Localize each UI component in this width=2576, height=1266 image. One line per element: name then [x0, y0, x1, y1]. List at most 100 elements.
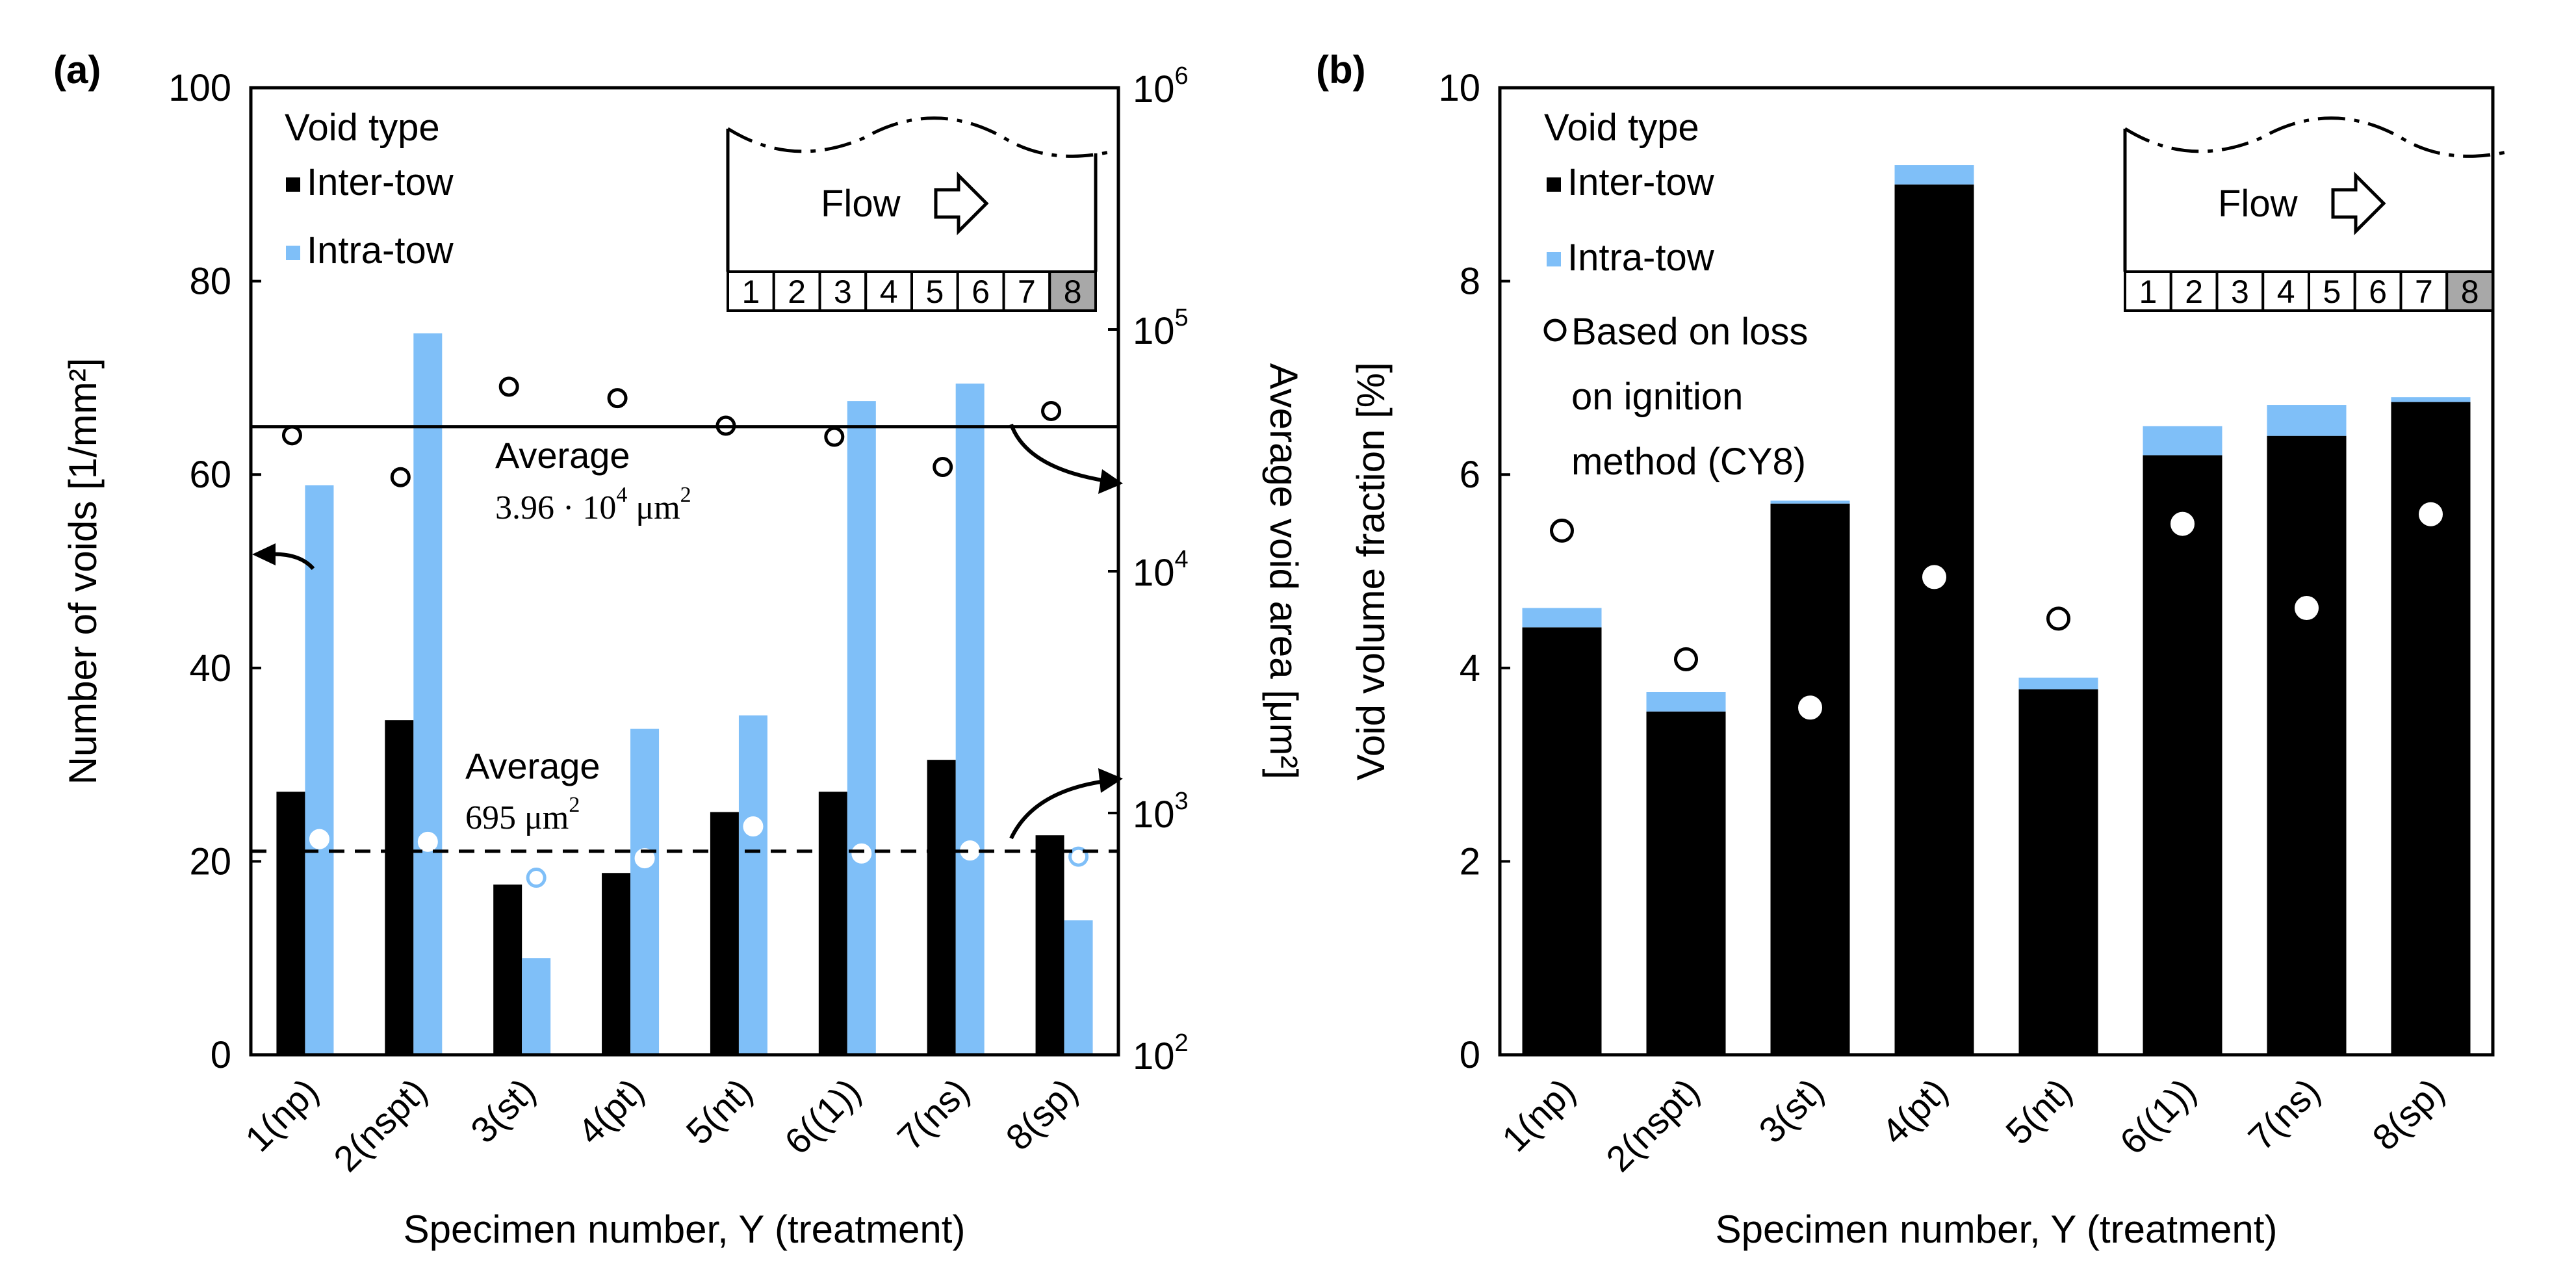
legend-b-loi-line3: method (CY8)	[1571, 441, 1806, 483]
axis-arrow-right-lower	[1009, 768, 1123, 840]
bar-inter-tow	[710, 812, 739, 1055]
x-tick-label: 4(pt)	[1874, 1070, 1955, 1152]
legend-b-label-intra-tow: Intra-tow	[1567, 237, 1715, 279]
x-tick-label: 1(np)	[1494, 1070, 1583, 1159]
x-tick-label: 3(st)	[1751, 1070, 1831, 1151]
y-right-tick-label: 105	[1133, 304, 1189, 352]
y-right-tick-label: 102	[1133, 1029, 1189, 1078]
marker-loss-on-ignition	[1798, 695, 1822, 720]
bar-inter-tow	[385, 720, 414, 1055]
legend-b-loi-line2: on ignition	[1571, 376, 1743, 418]
y-right-tick-label: 106	[1133, 62, 1189, 110]
inset-cell	[772, 270, 821, 312]
average-lower-value: 695 μm2	[465, 793, 580, 836]
marker-loss-on-ignition	[1550, 519, 1574, 543]
panel-a-y-right-label: Average void area [μm²]	[1262, 363, 1306, 779]
panel-a-legend: Void type Inter-tow Intra-tow	[285, 107, 454, 272]
marker-intra-tow-area	[851, 843, 872, 864]
panel-b-x-label: Specimen number, Y (treatment)	[1716, 1208, 2278, 1251]
inset-cell	[1048, 270, 1097, 312]
legend-label-intra-tow: Intra-tow	[307, 229, 454, 272]
flow-arrow-icon	[934, 171, 989, 236]
x-tick-label: 5(nt)	[678, 1070, 760, 1152]
marker-loss-on-ignition	[2295, 596, 2319, 621]
bar-intra-tow	[413, 333, 443, 1055]
x-tick-label: 3(st)	[463, 1070, 543, 1151]
flow-label: Flow	[821, 183, 901, 225]
legend-b-title: Void type	[1544, 107, 1699, 149]
bar-inter-tow	[1522, 627, 1602, 1055]
y-tick-label: 100	[168, 67, 231, 109]
panel-b-x-tick-labels: 1(np) 2(nspt) 3(st) 4(pt) 5(nt) 6((1)) 7(ns) 8(…	[1494, 1070, 2452, 1180]
bar-inter-tow	[2018, 689, 2098, 1055]
inset-cell-label: 4	[880, 274, 898, 310]
marker-inter-tow-area	[824, 426, 845, 447]
marker-intra-tow-area	[526, 868, 547, 888]
inset-cell-label: 5	[2323, 274, 2341, 310]
inset-cell-label: 7	[2415, 274, 2433, 310]
inset-cell	[1002, 270, 1051, 312]
bar-inter-tow	[2391, 402, 2471, 1055]
panel-b-label: (b)	[1316, 48, 1366, 92]
y-tick-label: 60	[189, 454, 231, 496]
inset-cell-label: 1	[2139, 274, 2157, 310]
bar-intra-tow	[630, 729, 660, 1055]
y-tick-label: 8	[1460, 261, 1480, 303]
x-tick-label: 6((1))	[777, 1070, 868, 1162]
y-tick-label: 6	[1460, 454, 1480, 496]
bar-intra-tow	[847, 401, 876, 1055]
bar-intra-tow	[2267, 405, 2347, 436]
y-tick-label: 2	[1460, 840, 1480, 883]
bar-inter-tow	[1894, 184, 1974, 1055]
marker-intra-tow-area	[743, 816, 764, 837]
average-upper-value: 3.96 · 104 μm2	[495, 483, 691, 526]
bar-inter-tow	[927, 760, 956, 1055]
x-tick-label: 2(nspt)	[1598, 1070, 1707, 1180]
panel-a-right-ticks: 102 103 104 105 106	[1108, 62, 1189, 1078]
inset-cell-label: 6	[2369, 274, 2387, 310]
marker-intra-tow-area	[417, 831, 438, 852]
bar-intra-tow	[305, 485, 334, 1055]
average-upper-label: Average	[495, 435, 630, 476]
panel-a-y-label: Number of voids [1/mm²]	[61, 358, 105, 785]
panel-b-y-label: Void volume fraction [%]	[1349, 362, 1393, 781]
axis-arrow-left	[252, 543, 315, 571]
panel-a-left-ticks: 0 20 40 60 80 100	[168, 67, 261, 1076]
legend-swatch-inter-tow	[286, 177, 300, 192]
marker-loss-on-ignition	[1674, 647, 1698, 671]
bar-intra-tow	[955, 383, 985, 1055]
bar-intra-tow	[522, 958, 551, 1055]
bar-intra-tow	[1064, 920, 1093, 1055]
x-tick-label: 2(nspt)	[326, 1070, 435, 1180]
average-lower-label: Average	[465, 745, 600, 786]
marker-inter-tow-area	[498, 376, 519, 397]
bar-intra-tow	[2018, 677, 2098, 690]
inset-cell-label: 2	[788, 274, 806, 310]
y-tick-label: 10	[1438, 67, 1480, 109]
legend-b-loi-line1: Based on loss	[1571, 311, 1808, 353]
inset-cell	[2308, 270, 2356, 312]
bar-inter-tow	[1646, 711, 1726, 1055]
bar-intra-tow	[2143, 426, 2222, 456]
panel-a-label: (a)	[53, 48, 101, 92]
marker-loss-on-ignition	[2419, 502, 2443, 526]
panel-b: (b) 0 2 4 6 8 10 1(np) 2(nspt) 3(st) 4(pt) 5(nt) 6…	[1316, 48, 2513, 1251]
panel-a-area-markers	[281, 376, 1089, 888]
legend-b-loi-marker	[1543, 318, 1567, 342]
panel-b-plot-frame	[1498, 86, 2495, 1057]
panel-a-x-tick-labels: 1(np) 2(nspt) 3(st) 4(pt) 5(nt) 6((1)) 7(ns) 8(…	[237, 1070, 1085, 1180]
inset-cell	[864, 270, 913, 312]
y-tick-label: 4	[1460, 647, 1480, 690]
bar-inter-tow	[2267, 435, 2347, 1055]
panel-a: (a) 0 20 40 60 80 100 102 103 104 105 106 1(np) 2(…	[53, 48, 1306, 1251]
bar-intra-tow	[2391, 397, 2471, 402]
marker-inter-tow-area	[1041, 400, 1062, 421]
inset-cell-label: 8	[1064, 274, 1082, 310]
marker-intra-tow-area	[309, 829, 329, 849]
flow-b-arrow-icon	[2331, 171, 2386, 236]
marker-inter-tow-area	[390, 467, 411, 487]
marker-inter-tow-area	[281, 425, 302, 446]
panel-a-bars	[276, 333, 1093, 1055]
inset-cell	[2261, 270, 2310, 312]
